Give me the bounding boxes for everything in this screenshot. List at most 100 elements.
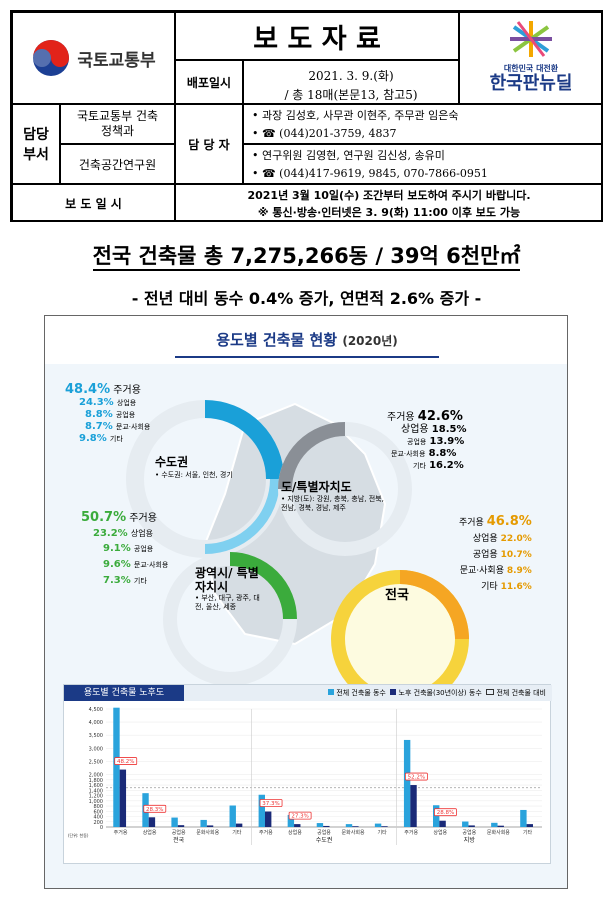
region-map xyxy=(126,400,469,689)
infographic: 용도별 건축물 현황 (2020년) 48.4% 주거용 24.3% 상업용 8… xyxy=(44,315,568,889)
bar-total xyxy=(171,817,178,827)
headline: 전국 건축물 총 7,275,266동 / 39억 6천만㎡ xyxy=(0,240,613,271)
chart-header: 용도별 건축물 노후도 전체 건축물 동수 노후 건축물(30년이상) 동수 전… xyxy=(64,685,552,701)
y-tick-label: 3,500 xyxy=(89,733,103,739)
bar-old xyxy=(468,825,475,827)
category-label: 주거용 xyxy=(114,829,128,836)
y-tick-label: 1,800 xyxy=(89,778,103,784)
category-label: 공업용 xyxy=(317,829,331,836)
bar-old xyxy=(206,825,214,827)
bar-total xyxy=(433,805,440,827)
brand-name: 한국판뉴딜 xyxy=(489,73,573,94)
y-tick-label: 2,500 xyxy=(89,759,103,765)
category-label: 상업용 xyxy=(433,829,447,836)
region-province-label: 도/특별자치도 • 지방(도): 강원, 충북, 충남, 전북, 전남, 경북,… xyxy=(281,480,384,512)
category-label: 기타 xyxy=(232,829,242,836)
ratio-callout xyxy=(404,772,428,781)
bar-old xyxy=(235,823,243,827)
ratio-callout xyxy=(288,811,312,820)
dept-label: 담당 부서 xyxy=(12,104,60,184)
bar-old xyxy=(264,811,272,827)
category-label: 기타 xyxy=(523,829,533,836)
brand-tagline: 대한민국 대전환 xyxy=(503,64,559,73)
y-tick-label: 0 xyxy=(100,825,103,831)
new-deal-logo-icon xyxy=(510,21,552,57)
bar-total xyxy=(287,814,295,827)
category-label: 상업용 xyxy=(143,829,157,836)
contact-2-names: • 연구위원 김영현, 연구원 김신성, 송유미 xyxy=(252,149,445,162)
category-label: 주거용 xyxy=(404,829,418,836)
headline-text: 전국 건축물 총 7,275,266동 / 39억 6천만㎡ xyxy=(92,244,521,271)
ratio-callout xyxy=(434,808,457,817)
ratio-callout xyxy=(143,804,167,813)
region-national-stats: 주거용 46.8% 상업용 22.0% 공업용 10.7% 문교·사회용 8.9… xyxy=(459,514,532,592)
bar-chart: 02004006008001,0001,2001,4001,6001,8002,… xyxy=(68,707,542,845)
bar-total xyxy=(491,822,498,827)
y-tick-label: 400 xyxy=(93,815,103,821)
bar-old xyxy=(323,825,330,827)
y-tick-label: 1,000 xyxy=(89,799,103,805)
category-label: 상업용 xyxy=(288,829,302,836)
bar-old xyxy=(352,826,359,827)
bar-old xyxy=(526,824,533,827)
press-header: 국토교통부 보 도 자 료 배포일시 2021. 3. 9.(화) / 총 18… xyxy=(10,10,603,222)
bar-total xyxy=(374,823,382,827)
bar-total xyxy=(345,824,353,827)
ratio-callout xyxy=(259,799,283,807)
category-label: 기타 xyxy=(378,829,388,836)
ministry-name: 국토교통부 xyxy=(77,50,156,71)
y-tick-label: 600 xyxy=(93,809,103,815)
region-metro-stats: 50.7% 주거용 23.2% 상업용 9.1% 공업용 9.6% 문교·사회용… xyxy=(81,510,169,586)
category-label: 공업용 xyxy=(172,829,186,836)
bar-total xyxy=(258,794,265,827)
bar-old xyxy=(148,817,156,827)
bar-old xyxy=(119,769,127,827)
dept-1: 국토교통부 건축정책과 xyxy=(60,104,175,144)
bar-total xyxy=(200,819,207,827)
brand-logo-cell: 대한민국 대전환 한국판뉴딜 xyxy=(459,12,603,104)
legend-old: 노후 건축물(30년이상) 동수 xyxy=(398,689,482,697)
dist-label: 배포일시 xyxy=(175,60,243,104)
category-label: 문화사회용 xyxy=(487,829,510,836)
y-tick-label: 1,400 xyxy=(89,788,103,794)
ratio-label: 28.8% xyxy=(437,810,454,816)
y-tick-label: 200 xyxy=(93,820,103,826)
group-label: 지방 xyxy=(464,836,476,844)
chart-legend: 전체 건축물 동수 노후 건축물(30년이상) 동수 전체 건축물 대비 xyxy=(328,688,546,698)
region-capital-stats: 48.4% 주거용 24.3% 상업용 8.8% 공업용 8.7% 문교·사회용… xyxy=(65,382,151,444)
dist-info: 2021. 3. 9.(화) / 총 18매(본문13, 참고5) xyxy=(243,60,459,104)
ratio-label: 52.2% xyxy=(408,775,425,781)
release-info: 2021년 3월 10일(수) 조간부터 보도하여 주시기 바랍니다. ※ 통신… xyxy=(175,184,603,222)
group-label: 수도권 xyxy=(316,836,333,844)
bar-total xyxy=(113,707,120,827)
doc-title: 보 도 자 료 xyxy=(175,12,459,60)
ratio-label: 37.3% xyxy=(262,801,279,807)
y-tick-label: 4,500 xyxy=(89,707,103,713)
bar-total xyxy=(229,805,236,827)
y-tick-label: 1,600 xyxy=(89,783,103,789)
y-axis-label: (단위: 천동) xyxy=(68,832,89,838)
contact-2-phone: • ☎ (044)417-9619, 9845, 070-7866-0951 xyxy=(252,167,488,180)
chart-title: 용도별 건축물 노후도 xyxy=(64,685,184,701)
y-tick-label: 800 xyxy=(93,804,103,810)
ministry-emblem-icon xyxy=(33,40,70,76)
category-label: 공업용 xyxy=(462,829,476,836)
contact-2: • 연구위원 김영현, 연구원 김신성, 송유미 • ☎ (044)417-96… xyxy=(243,144,603,184)
category-label: 주거용 xyxy=(259,829,273,836)
legend-ratio: 전체 건축물 대비 xyxy=(496,689,546,697)
bar-old xyxy=(497,825,504,827)
contact-1-names: • 과장 김성호, 사무관 이현주, 주무관 임은숙 xyxy=(252,109,459,122)
region-metro-label: 광역시/ 특별자치시 • 부산, 대구, 광주, 대전, 울산, 세종 xyxy=(195,566,260,611)
contact-label: 담 당 자 xyxy=(175,104,243,184)
infographic-year: (2020년) xyxy=(342,334,398,348)
bar-total xyxy=(403,739,411,827)
infographic-title: 용도별 건축물 현황 xyxy=(216,331,338,349)
infographic-title-bar: 용도별 건축물 현황 (2020년) xyxy=(45,316,567,364)
release-line-2: ※ 통신·방송·인터넷은 3. 9(화) 11:00 이후 보도 가능 xyxy=(257,206,521,219)
group-label: 전국 xyxy=(173,836,185,844)
dept-2: 건축공간연구원 xyxy=(60,144,175,184)
ratio-label: 48.2% xyxy=(117,759,134,765)
bar-old xyxy=(381,826,388,827)
y-tick-label: 4,000 xyxy=(89,720,103,726)
bar-old xyxy=(294,824,301,827)
